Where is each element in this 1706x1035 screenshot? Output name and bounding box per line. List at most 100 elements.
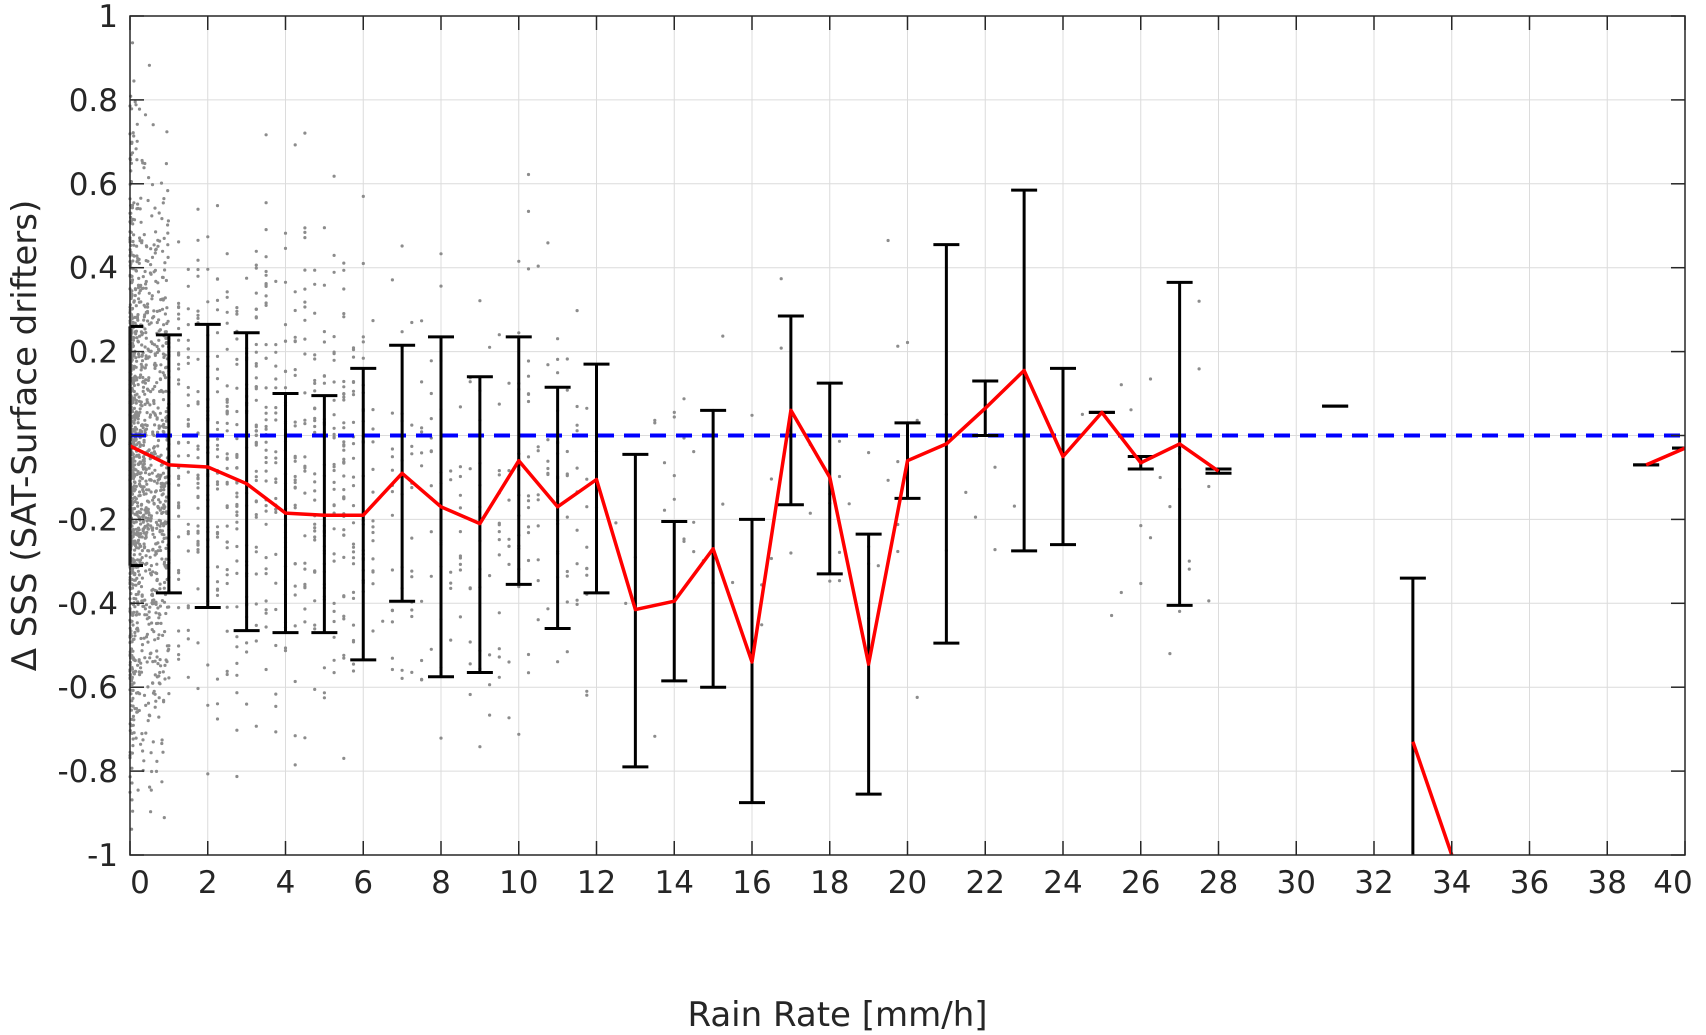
- scatter-point: [458, 465, 462, 469]
- scatter-point: [274, 450, 278, 454]
- scatter-point: [293, 290, 297, 294]
- scatter-point: [177, 476, 181, 481]
- scatter-point: [149, 340, 153, 344]
- scatter-point: [235, 386, 239, 390]
- scatter-point: [488, 683, 492, 687]
- scatter-point: [164, 341, 168, 345]
- scatter-point: [332, 435, 336, 439]
- scatter-point: [131, 704, 135, 708]
- scatter-point: [131, 410, 135, 414]
- scatter-point: [177, 657, 181, 661]
- scatter-point: [245, 641, 249, 645]
- scatter-point: [692, 520, 696, 524]
- scatter-point: [458, 530, 462, 534]
- scatter-point: [155, 655, 159, 659]
- scatter-point: [313, 381, 317, 385]
- scatter-point: [146, 701, 151, 705]
- scatter-point: [293, 584, 297, 588]
- scatter-point: [313, 416, 317, 420]
- scatter-point: [313, 268, 317, 272]
- scatter-point: [342, 268, 346, 272]
- scatter-point: [254, 307, 258, 311]
- scatter-point: [137, 352, 141, 356]
- x-tick-label: 32: [1354, 865, 1393, 901]
- scatter-point: [1119, 383, 1123, 387]
- scatter-point: [507, 562, 511, 567]
- scatter-point: [264, 343, 268, 347]
- scatter-point: [135, 621, 139, 625]
- scatter-point: [141, 458, 145, 462]
- scatter-point: [161, 201, 165, 205]
- scatter-point: [132, 488, 136, 492]
- scatter-point: [150, 294, 154, 298]
- scatter-point: [351, 442, 356, 446]
- scatter-point: [143, 327, 147, 331]
- scatter-point: [149, 490, 153, 494]
- scatter-point: [274, 386, 278, 390]
- y-tick-label: -0.8: [58, 754, 119, 790]
- scatter-point: [149, 564, 153, 568]
- scatter-point: [149, 247, 153, 251]
- scatter-point: [332, 253, 336, 257]
- scatter-point: [303, 305, 307, 309]
- scatter-point: [162, 236, 166, 240]
- scatter-point: [332, 527, 336, 531]
- scatter-point: [225, 605, 229, 609]
- scatter-point: [293, 478, 297, 482]
- x-tick-label: 8: [431, 865, 451, 901]
- scatter-point: [342, 426, 346, 430]
- scatter-point: [303, 561, 307, 565]
- scatter-point: [390, 513, 394, 517]
- scatter-point: [156, 290, 161, 294]
- scatter-point: [390, 656, 394, 660]
- scatter-point: [132, 528, 136, 532]
- scatter-point: [177, 606, 181, 610]
- scatter-point: [153, 206, 157, 210]
- scatter-point: [196, 402, 200, 406]
- scatter-point: [575, 423, 579, 427]
- scatter-point: [332, 462, 336, 467]
- scatter-point: [264, 427, 268, 431]
- scatter-point: [163, 580, 167, 585]
- scatter-point: [274, 411, 278, 415]
- scatter-point: [148, 568, 152, 572]
- scatter-point: [157, 696, 161, 700]
- scatter-point: [313, 489, 317, 493]
- scatter-point: [156, 606, 160, 610]
- scatter-point: [157, 318, 161, 322]
- scatter-point: [150, 769, 154, 774]
- scatter-point: [196, 548, 200, 552]
- scatter-point: [155, 526, 159, 531]
- scatter-point: [177, 440, 181, 444]
- scatter-point: [139, 585, 144, 589]
- scatter-point: [215, 308, 220, 312]
- scatter-point: [342, 261, 346, 265]
- scatter-point: [546, 438, 550, 442]
- scatter-point: [303, 469, 307, 473]
- scatter-point: [546, 241, 550, 245]
- scatter-point: [896, 549, 900, 554]
- scatter-point: [140, 593, 144, 597]
- scatter-point: [164, 499, 168, 503]
- scatter-point: [264, 448, 268, 452]
- scatter-point: [420, 319, 424, 323]
- scatter-point: [351, 596, 356, 601]
- scatter-point: [140, 423, 144, 427]
- scatter-point: [497, 538, 501, 542]
- scatter-point: [303, 418, 307, 422]
- scatter-point: [137, 510, 141, 514]
- scatter-point: [390, 411, 394, 415]
- scatter-point: [303, 736, 307, 740]
- scatter-point: [151, 498, 155, 502]
- scatter-point: [132, 506, 137, 511]
- scatter-point: [150, 526, 154, 530]
- scatter-point: [274, 343, 278, 347]
- scatter-point: [274, 350, 278, 354]
- scatter-point: [159, 488, 163, 492]
- scatter-point: [137, 612, 141, 616]
- scatter-point: [342, 653, 346, 657]
- scatter-point: [163, 564, 167, 568]
- scatter-point: [215, 717, 220, 721]
- scatter-point: [585, 567, 589, 571]
- scatter-point: [225, 347, 229, 351]
